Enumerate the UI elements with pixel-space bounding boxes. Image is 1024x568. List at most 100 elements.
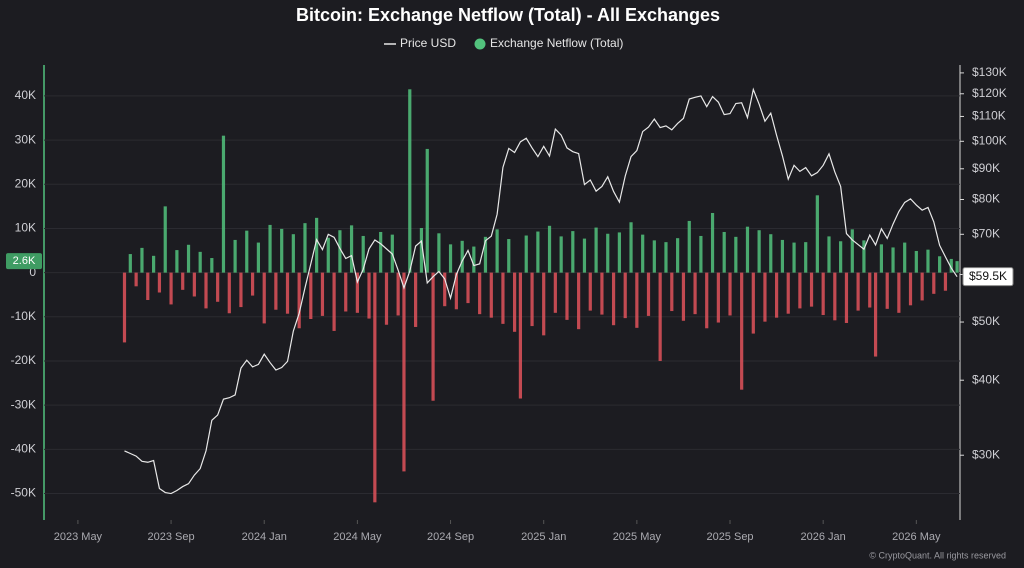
netflow-bar: [844, 272, 849, 323]
netflow-bar: [804, 242, 808, 273]
netflow-bar: [315, 217, 319, 273]
y2-tick-label: $80K: [972, 192, 1000, 206]
netflow-bar: [856, 272, 860, 311]
netflow-bar: [949, 258, 953, 273]
y-tick-label: -50K: [11, 486, 36, 500]
netflow-bar: [460, 240, 464, 273]
netflow-bar: [297, 272, 301, 329]
netflow-bar: [396, 272, 400, 316]
netflow-bar: [670, 272, 674, 312]
netflow-bar: [495, 229, 499, 273]
legend-label[interactable]: Price USD: [400, 36, 456, 50]
netflow-bar: [676, 238, 680, 273]
netflow-bar: [163, 206, 167, 273]
netflow-bar: [419, 228, 424, 273]
netflow-bar: [157, 272, 162, 293]
netflow-bar: [943, 272, 948, 291]
netflow-bar: [897, 272, 901, 313]
netflow-bar: [245, 230, 249, 273]
x-tick-label: 2023 Sep: [148, 531, 195, 543]
netflow-bar: [716, 272, 720, 323]
netflow-bar: [542, 272, 546, 336]
netflow-bar: [769, 234, 773, 273]
netflow-bar: [437, 233, 441, 273]
netflow-bar: [443, 272, 447, 307]
netflow-bar: [425, 148, 429, 273]
netflow-bar: [344, 272, 348, 312]
netflow-bar: [489, 272, 493, 318]
netflow-bar: [809, 272, 814, 307]
netflow-bar: [280, 228, 284, 273]
netflow-bar: [303, 223, 307, 273]
netflow-bar: [483, 236, 488, 273]
y2-tick-label: $130K: [972, 65, 1007, 79]
netflow-bar: [204, 272, 208, 309]
netflow-bar: [134, 272, 138, 287]
netflow-bar: [850, 229, 854, 273]
netflow-bar: [536, 231, 540, 273]
netflow-bar: [565, 272, 569, 320]
netflow-bar: [250, 272, 255, 296]
netflow-bar: [373, 272, 377, 503]
netflow-bar: [256, 242, 261, 273]
netflow-bar: [216, 272, 220, 302]
netflow-bar: [891, 247, 895, 273]
netflow-bar: [507, 239, 511, 273]
netflow-bar: [582, 238, 587, 273]
netflow-bar: [658, 272, 662, 361]
netflow-bar: [839, 241, 843, 273]
netflow-bar: [414, 272, 418, 327]
x-tick-label: 2025 Sep: [706, 531, 753, 543]
netflow-bar: [291, 234, 295, 273]
netflow-bar: [512, 272, 517, 332]
netflow-bar: [408, 89, 412, 273]
netflow-bar: [635, 272, 639, 328]
netflow-bar: [384, 272, 389, 325]
y2-tick-label: $40K: [972, 372, 1000, 386]
netflow-bar: [879, 244, 883, 273]
y-tick-label: -40K: [11, 441, 36, 455]
netflow-bar: [547, 225, 552, 273]
y-tick-label: 0: [29, 265, 36, 279]
x-tick-label: 2026 May: [892, 531, 941, 543]
netflow-bar: [932, 272, 936, 294]
x-tick-label: 2024 May: [333, 531, 382, 543]
netflow-bar: [763, 272, 767, 322]
netflow-bar: [227, 272, 231, 314]
netflow-bar: [868, 272, 872, 308]
netflow-bar: [478, 272, 482, 315]
y2-tick-label: $30K: [972, 447, 1000, 461]
legend-label[interactable]: Exchange Netflow (Total): [490, 36, 623, 50]
netflow-bar: [926, 249, 930, 273]
netflow-bar: [780, 239, 785, 273]
chart-title: Bitcoin: Exchange Netflow (Total) - All …: [296, 5, 720, 25]
netflow-bar: [309, 272, 313, 320]
netflow-bar: [873, 272, 878, 357]
netflow-bar: [530, 272, 534, 327]
x-tick-label: 2023 May: [54, 531, 103, 543]
netflow-bar: [181, 272, 185, 290]
netflow-bar: [448, 244, 453, 273]
netflow-bar: [175, 250, 179, 273]
netflow-bar: [681, 272, 686, 321]
netflow-bar: [745, 226, 750, 273]
netflow-bar: [687, 220, 691, 273]
netflow-bar: [623, 272, 627, 319]
netflow-bar: [169, 272, 173, 305]
netflow-bar: [349, 225, 354, 273]
netflow-bar: [274, 272, 278, 310]
netflow-bar: [611, 272, 616, 326]
netflow-bar: [192, 272, 196, 297]
x-tick-label: 2024 Sep: [427, 531, 474, 543]
y-tick-label: -20K: [11, 353, 36, 367]
x-tick-label: 2025 May: [613, 531, 662, 543]
netflow-bar: [431, 272, 435, 401]
netflow-bar: [798, 272, 802, 309]
y-tick-label: -30K: [11, 397, 36, 411]
y2-tick-label: $50K: [972, 314, 1000, 328]
netflow-bar: [233, 239, 237, 273]
netflow-bar: [920, 272, 924, 301]
netflow-bar: [699, 235, 703, 273]
netflow-bar: [186, 244, 191, 273]
netflow-bar: [903, 242, 907, 273]
